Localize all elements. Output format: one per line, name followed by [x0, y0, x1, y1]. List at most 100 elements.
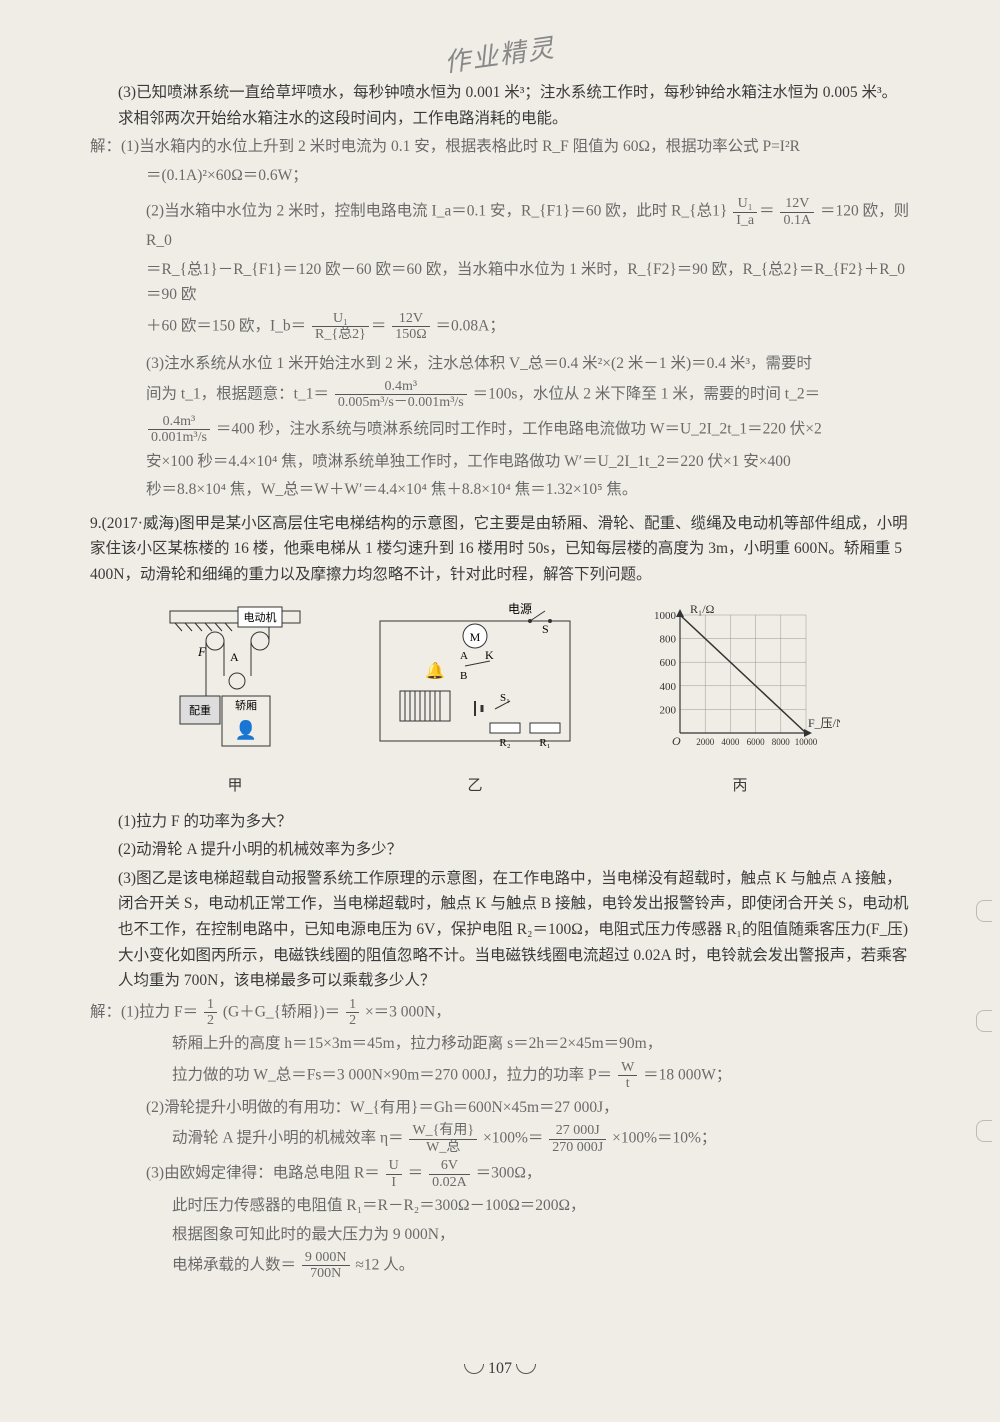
svg-text:F_压/N: F_压/N — [808, 716, 840, 730]
fig-c-label: 丙 — [640, 774, 840, 799]
svg-text:4000: 4000 — [721, 737, 740, 747]
p9-s3a-row: (3)由欧姆定律得：电路总电阻 R＝ UI ＝ 6V0.02A ＝300Ω， — [90, 1158, 910, 1190]
p9-s2a: (2)滑轮提升小明做的有用功：W_{有用}＝Gh＝600N×45m＝27 000… — [90, 1095, 910, 1121]
frac-12-150: 12V150Ω — [392, 311, 429, 343]
frac-04-diff: 0.4m³0.005m³/s－0.001m³/s — [335, 379, 467, 411]
den: 0.02A — [429, 1175, 470, 1190]
den: W_总 — [409, 1140, 477, 1155]
page-edge-mark — [976, 900, 992, 922]
fig-b-label: 乙 — [370, 774, 580, 799]
p8-s2b: ＝R_{总1}－R_{F1}＝120 欧－60 欧＝60 欧，当水箱中水位为 1… — [90, 257, 910, 308]
p9-s3d-pre: 电梯承载的人数＝ — [172, 1257, 296, 1274]
p9-q1: (1)拉力 F 的功率为多大？ — [90, 809, 910, 835]
weight-text: 配重 — [189, 703, 211, 717]
fig-a-label: 甲 — [160, 774, 310, 799]
p8-s3c-row: 0.4m³0.001m³/s ＝400 秒，注水系统与喷淋系统同时工作时，工作电… — [90, 414, 910, 446]
num: U₁ — [312, 311, 369, 327]
den: R_{总2} — [312, 327, 369, 342]
frac-half-1: 12 — [204, 997, 217, 1029]
p9-s1a-pre: (1)拉力 F＝ — [121, 1003, 198, 1020]
p8-s3d: 安×100 秒＝4.4×10⁴ 焦，喷淋系统单独工作时，工作电路做功 W′＝U_… — [90, 449, 910, 475]
source-label: 电源 — [508, 602, 532, 616]
res-R2: R₂ — [499, 737, 510, 749]
p9-s3d-row: 电梯承载的人数＝ 9 000N700N ≈12 人。 — [90, 1250, 910, 1282]
car-text: 轿厢 — [235, 698, 257, 712]
figure-a: 电动机 F A 配重 轿厢 👤 甲 — [160, 601, 310, 798]
num: 0.4m³ — [148, 414, 210, 430]
svg-text:O: O — [672, 734, 681, 748]
num: 1 — [204, 997, 217, 1013]
p8-s2a: (2)当水箱中水位为 2 米时，控制电路电流 I_a＝0.1 安，R_{F1}＝… — [146, 203, 727, 220]
switch-S: S — [542, 622, 549, 636]
frac-u1-r2: U₁R_{总2} — [312, 311, 369, 343]
svg-text:600: 600 — [660, 658, 677, 670]
person-icon: 👤 — [235, 719, 257, 740]
p8-s3c-post: ＝400 秒，注水系统与喷淋系统同时工作时，工作电路电流做功 W＝U_2I_2t… — [216, 420, 822, 437]
page-edge-mark — [976, 1010, 992, 1032]
circuit-diagram: 电源 M S A K B 🔔 — [370, 601, 580, 761]
p9-s1c-post: ＝18 000W； — [643, 1066, 731, 1083]
pt-B: B — [460, 670, 467, 682]
p9-q3: (3)图乙是该电梯超载自动报警系统工作原理的示意图，在工作电路中，当电梯没有超载… — [90, 866, 910, 994]
num: W_{有用} — [409, 1123, 477, 1139]
p8-s1a: (1)当水箱内的水位上升到 2 米时电流为 0.1 安，根据表格此时 R_F 阻… — [121, 138, 800, 155]
sol-label: 解： — [90, 138, 121, 155]
num: 12V — [780, 196, 814, 212]
p8-s3b-pre: 间为 t_1，根据题意：t_1＝ — [146, 386, 329, 403]
den: t — [618, 1076, 637, 1091]
num: 27 000J — [549, 1123, 606, 1139]
motor-text: 电动机 — [244, 610, 277, 624]
p9-s1c-pre: 拉力做的功 W_总＝Fs＝3 000N×90m＝270 000J，拉力的功率 P… — [172, 1066, 612, 1083]
sol-label: 解： — [90, 1003, 121, 1020]
watermark: 作业精灵 — [442, 27, 559, 85]
p9-s3b: 此时压力传感器的电阻值 R₁＝R－R₂＝300Ω－100Ω＝200Ω， — [90, 1193, 910, 1219]
p9-s2b-post: ×100%＝10%； — [612, 1130, 716, 1147]
den: 700N — [302, 1266, 350, 1281]
p9-s1a-row: 解：(1)拉力 F＝ 12 (G＋G_{轿厢})＝ 12 ×＝3 000N， — [90, 997, 910, 1029]
p9-s1b: 轿厢上升的高度 h＝15×3m＝45m，拉力移动距离 s＝2h＝2×45m＝90… — [90, 1031, 910, 1057]
frac-U-I: UI — [386, 1158, 402, 1190]
frac-27-270: 27 000J270 000J — [549, 1123, 606, 1155]
svg-text:2000: 2000 — [696, 737, 715, 747]
p8-sol1: 解：(1)当水箱内的水位上升到 2 米时电流为 0.1 安，根据表格此时 R_F… — [90, 134, 910, 160]
point-a: A — [230, 650, 239, 664]
frac-04-001: 0.4m³0.001m³/s — [148, 414, 210, 446]
res-R1: R₁ — [539, 737, 550, 749]
p8-s1b: ＝(0.1A)²×60Ω＝0.6W； — [90, 163, 910, 189]
force-F: F — [197, 644, 207, 659]
svg-text:6000: 6000 — [747, 737, 766, 747]
den: I_a — [733, 213, 757, 228]
num: U₁ — [733, 196, 757, 212]
svg-text:1000: 1000 — [654, 610, 677, 622]
p8-s3e: 秒＝8.8×10⁴ 焦，W_总＝W＋W′＝4.4×10⁴ 焦＋8.8×10⁴ 焦… — [90, 477, 910, 503]
frac-u1-ia: U₁I_a — [733, 196, 757, 228]
svg-text:8000: 8000 — [772, 737, 791, 747]
p8-s3a: (3)注水系统从水位 1 米开始注水到 2 米，注水总体积 V_总＝0.4 米²… — [90, 351, 910, 377]
frac-6-002: 6V0.02A — [429, 1158, 470, 1190]
svg-text:R₁/Ω: R₁/Ω — [690, 602, 715, 616]
num: 1 — [346, 997, 359, 1013]
pt-K: K — [485, 648, 494, 662]
frac-12-01: 12V0.1A — [780, 196, 814, 228]
svg-text:200: 200 — [660, 705, 677, 717]
den: 150Ω — [392, 327, 429, 342]
den: 0.005m³/s－0.001m³/s — [335, 395, 467, 410]
page-edge-mark — [976, 1120, 992, 1142]
figure-b: 电源 M S A K B 🔔 — [370, 601, 580, 798]
p8-s3b-row: 间为 t_1，根据题意：t_1＝ 0.4m³0.005m³/s－0.001m³/… — [90, 379, 910, 411]
p9-s2b-mid: ×100%＝ — [483, 1130, 543, 1147]
p9-s1a-post: ×＝3 000N， — [365, 1003, 451, 1020]
den: 0.001m³/s — [148, 430, 210, 445]
num: 9 000N — [302, 1250, 350, 1266]
p9-q2: (2)动滑轮 A 提升小明的机械效率为多少？ — [90, 837, 910, 863]
p9-s3d-post: ≈12 人。 — [355, 1257, 414, 1274]
motor-M: M — [470, 630, 481, 644]
p8-part3: (3)已知喷淋系统一直给草坪喷水，每秒钟喷水恒为 0.001 米³；注水系统工作… — [90, 80, 910, 131]
elevator-diagram: 电动机 F A 配重 轿厢 👤 — [160, 601, 310, 761]
p8-s3b-post: ＝100s，水位从 2 米下降至 1 米，需要的时间 t_2＝ — [473, 386, 820, 403]
svg-text:10000: 10000 — [795, 737, 818, 747]
p8-s2c-pre: ＋60 欧＝150 欧，I_b＝ — [146, 317, 306, 334]
svg-text:400: 400 — [660, 681, 677, 693]
p8-s2a-row: (2)当水箱中水位为 2 米时，控制电路电流 I_a＝0.1 安，R_{F1}＝… — [90, 196, 910, 253]
svg-text:800: 800 — [660, 634, 677, 646]
